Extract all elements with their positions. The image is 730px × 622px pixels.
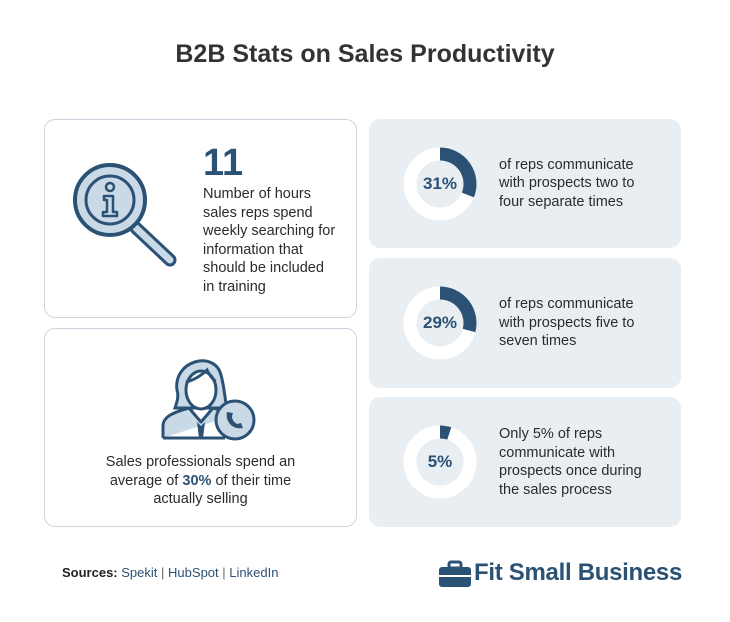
- text-line: Sales professionals spend an: [105, 454, 296, 470]
- text-line: Number of hours: [203, 186, 311, 202]
- separator: |: [222, 565, 226, 580]
- text-line: information that: [203, 241, 303, 258]
- text: average of: [109, 472, 179, 489]
- text-line: sales reps spend: [203, 204, 313, 221]
- sources: Sources: Spekit | HubSpot | LinkedIn: [62, 565, 278, 580]
- title: B2B Stats on Sales Productivity: [175, 40, 555, 68]
- stat-card: [369, 258, 681, 388]
- donut-arc: [439, 147, 477, 197]
- text-line: actually selling: [153, 491, 248, 507]
- source-link[interactable]: Spekit: [121, 565, 158, 580]
- text-line: four separate times: [499, 193, 624, 210]
- donut: [403, 286, 477, 360]
- stat-card: [369, 397, 681, 527]
- big-number: 11: [203, 142, 244, 184]
- text-line: weekly searching for: [203, 223, 336, 239]
- source-link[interactable]: HubSpot: [168, 565, 219, 580]
- text-line: should be included: [203, 260, 324, 276]
- text-line: of reps communicate: [499, 296, 634, 313]
- separator: |: [161, 565, 165, 580]
- donut: [403, 425, 477, 499]
- text-line: with prospects two to: [499, 175, 635, 192]
- text-line: with prospects five to: [499, 314, 635, 331]
- stat-card: [369, 119, 681, 248]
- stat-label: 5%: [427, 452, 453, 471]
- text-line: prospects once during: [499, 463, 642, 479]
- person-icon: [161, 359, 256, 441]
- text-line: Only 5% of reps: [499, 426, 603, 442]
- magnifier-icon: [73, 163, 177, 267]
- source-link[interactable]: LinkedIn: [229, 565, 279, 580]
- text-line: average of 30% of their time: [44, 472, 357, 491]
- text: of their time: [215, 472, 292, 489]
- text-line: of reps communicate: [499, 156, 634, 173]
- stat-label: 31%: [422, 173, 458, 193]
- logo: Fit Small Business: [474, 559, 682, 586]
- hours-description: Number of hours sales reps spend weekly se…: [203, 185, 335, 296]
- selling-description: Sales professionals spend an average of …: [44, 453, 357, 509]
- donut-arc: [439, 286, 477, 333]
- text-line: seven times: [499, 333, 577, 350]
- donut-arc: [439, 425, 452, 440]
- stat-text: of reps communicate with prospects five t…: [499, 295, 634, 351]
- highlight: 30%: [182, 472, 212, 489]
- text-line: communicate with: [499, 444, 616, 461]
- stat-text: of reps communicate with prospects two to…: [499, 156, 634, 212]
- text-line: in training: [203, 278, 266, 295]
- logo-icon: [439, 560, 471, 587]
- text-line: the sales process: [499, 481, 612, 498]
- stat-label: 29%: [422, 313, 458, 332]
- stat-text: Only 5% of reps communicate with prospects…: [499, 425, 642, 499]
- donut: [403, 147, 477, 220]
- sources-label: Sources:: [62, 565, 118, 580]
